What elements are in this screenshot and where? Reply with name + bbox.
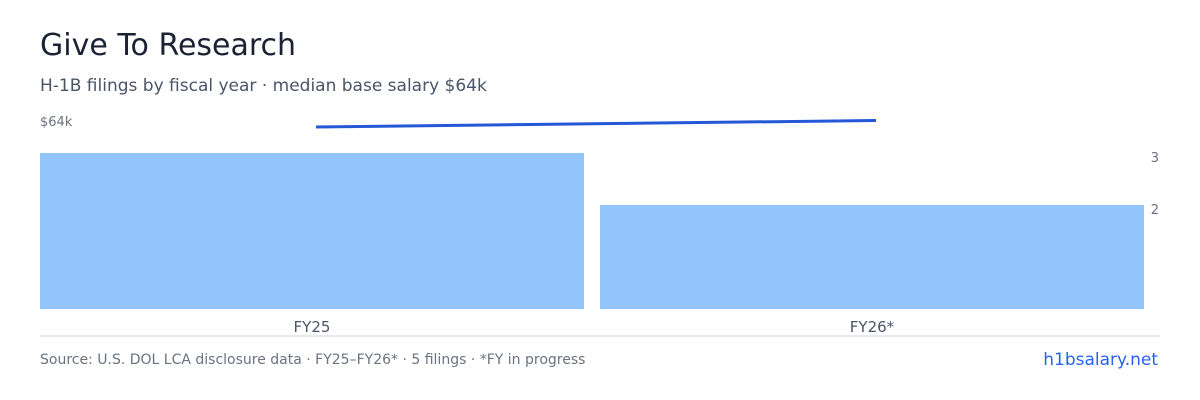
footer-source: Source: U.S. DOL LCA disclosure data · F… — [40, 352, 586, 368]
right-tick-label: 3 — [1151, 151, 1159, 166]
page-subtitle: H-1B filings by fiscal year · median bas… — [40, 76, 487, 96]
bar-fy26 — [600, 205, 1144, 309]
bar-fy25 — [40, 153, 584, 309]
right-axis-ticks: 23 — [1151, 151, 1159, 218]
x-tick-label: FY26* — [850, 318, 895, 336]
left-axis-label: $64k — [40, 115, 73, 130]
x-tick-label: FY25 — [294, 318, 331, 336]
page-title: Give To Research — [40, 28, 297, 63]
salary-line — [315, 119, 877, 129]
line-layer — [315, 119, 877, 129]
x-axis-ticks: FY25 FY26* — [294, 318, 895, 336]
right-tick-label: 2 — [1151, 203, 1159, 218]
chart-area: $64k 23 FY25 FY26* — [40, 115, 1160, 337]
brand-link[interactable]: h1bsalary.net — [1043, 350, 1158, 370]
bars-layer — [40, 153, 1144, 309]
